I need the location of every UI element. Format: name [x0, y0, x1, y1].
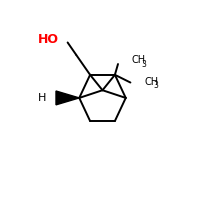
Text: H: H — [38, 93, 46, 103]
Text: CH: CH — [144, 77, 158, 87]
Polygon shape — [56, 91, 79, 105]
Text: 3: 3 — [141, 60, 146, 69]
Text: CH: CH — [132, 55, 146, 65]
Text: HO: HO — [38, 33, 59, 46]
Text: 3: 3 — [153, 81, 158, 90]
